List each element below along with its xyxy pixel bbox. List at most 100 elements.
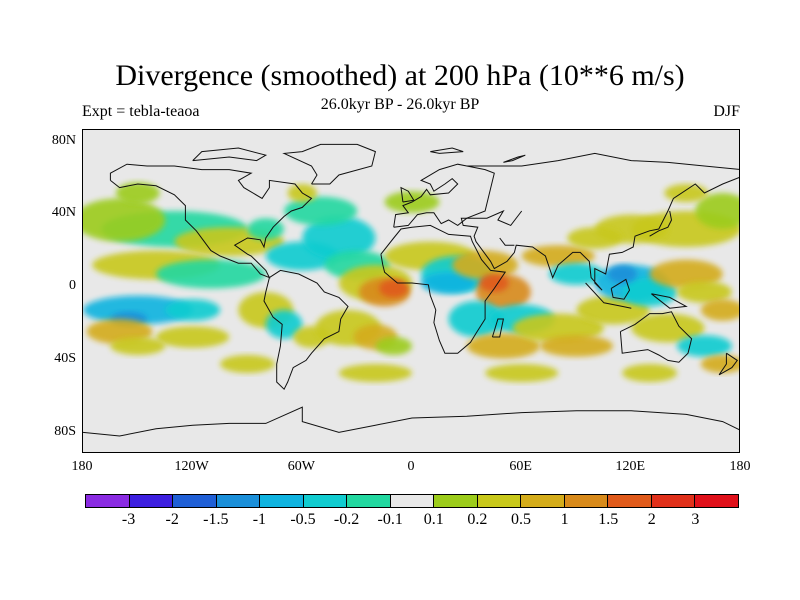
- divergence-contour-region: [284, 196, 358, 226]
- colorbar-swatch: [434, 495, 478, 507]
- divergence-contour-region: [607, 265, 637, 283]
- divergence-contour-region: [664, 184, 709, 202]
- y-tick-label: 80N: [51, 133, 76, 148]
- colorbar-swatch: [129, 495, 174, 507]
- colorbar-swatch: [347, 495, 391, 507]
- x-tick-label: 60E: [509, 459, 532, 474]
- divergence-contour-region: [115, 182, 160, 204]
- coastline: [400, 186, 415, 203]
- divergence-contour-region: [466, 333, 540, 359]
- coastline: [649, 210, 673, 237]
- colorbar-label: 1: [560, 511, 569, 528]
- plot-subtitle: 26.0kyr BP - 26.0kyr BP: [320, 96, 480, 113]
- divergence-contour-region: [521, 245, 595, 267]
- x-tick-label: 180: [729, 459, 751, 474]
- y-tick-label: 40S: [54, 351, 76, 366]
- x-tick-label: 180: [71, 459, 93, 474]
- colorbar-label: 0.1: [423, 511, 444, 528]
- coastline: [718, 352, 739, 376]
- colorbar-swatch: [651, 495, 696, 507]
- colorbar-swatch: [216, 495, 261, 507]
- colorbar-swatch: [477, 495, 522, 507]
- coastline: [282, 143, 376, 185]
- divergence-contour-region: [375, 337, 412, 355]
- divergence-contour-region: [156, 326, 230, 348]
- colorbar-swatch: [86, 495, 130, 507]
- colorbar-swatch: [695, 495, 738, 507]
- colorbar: [85, 494, 739, 508]
- colorbar-label: -2: [165, 511, 179, 528]
- divergence-contour-region: [302, 216, 376, 260]
- coastline: [460, 177, 739, 291]
- colorbar-label: -0.5: [290, 511, 316, 528]
- x-tick-label: 60W: [287, 459, 315, 474]
- colorbar-label: -1.5: [203, 511, 229, 528]
- coastline: [430, 147, 464, 154]
- coastline: [619, 311, 693, 363]
- colorbar-label: 0.2: [467, 511, 488, 528]
- divergence-contour-region: [677, 335, 732, 357]
- divergence-contour-region: [485, 364, 559, 382]
- divergence-contour-region: [695, 193, 739, 229]
- coastline: [585, 282, 632, 309]
- colorbar-label: 3: [691, 511, 700, 528]
- colorbar-swatch: [564, 495, 609, 507]
- divergence-contour-region: [265, 310, 303, 339]
- divergence-contour-region: [247, 218, 285, 240]
- divergence-contour-region: [83, 198, 166, 242]
- coastline: [263, 269, 349, 391]
- divergence-contour-region: [539, 335, 614, 357]
- divergence-contour-region: [700, 299, 739, 321]
- divergence-contour-region: [156, 259, 266, 289]
- colorbar-label: 0.5: [511, 511, 531, 528]
- coastline: [503, 154, 526, 163]
- y-tick-label: 40N: [51, 205, 76, 220]
- divergence-map: [83, 130, 739, 452]
- divergence-contour-region: [421, 272, 476, 294]
- y-tick-label: 80S: [54, 424, 76, 439]
- colorbar-swatch: [521, 495, 565, 507]
- x-tick-label: 0: [407, 459, 415, 474]
- coastline: [651, 293, 688, 309]
- divergence-contour-region: [576, 295, 650, 325]
- colorbar-swatch: [608, 495, 652, 507]
- divergence-contour-region: [338, 364, 412, 382]
- coastline: [83, 406, 739, 437]
- divergence-contour-region: [165, 299, 221, 321]
- divergence-contour-region: [448, 301, 504, 337]
- colorbar-label: -0.2: [333, 511, 360, 528]
- divergence-contour-region: [622, 364, 678, 382]
- divergence-contour-region: [110, 337, 166, 355]
- map-plot-area: [82, 129, 740, 453]
- divergence-contour-region: [379, 279, 409, 298]
- season-label: DJF: [713, 103, 740, 120]
- colorbar-label: 1.5: [598, 511, 619, 528]
- x-tick-label: 120E: [615, 459, 646, 474]
- colorbar-swatch: [390, 495, 435, 507]
- coastline: [491, 318, 505, 338]
- colorbar-swatch: [260, 495, 304, 507]
- divergence-contour-region: [220, 355, 275, 373]
- colorbar-swatch: [173, 495, 217, 507]
- colorbar-label: 2: [647, 511, 656, 528]
- coastline: [380, 224, 507, 354]
- y-tick-label: 0: [69, 278, 76, 293]
- experiment-label: Expt = tebla-teaoa: [82, 103, 200, 120]
- coastline: [499, 237, 515, 246]
- coastline: [466, 152, 739, 170]
- colorbar-label: -0.1: [377, 511, 403, 528]
- colorbar-label: -3: [121, 511, 136, 528]
- divergence-contour-region: [631, 313, 705, 343]
- divergence-contour-region: [567, 227, 623, 249]
- plot-title: Divergence (smoothed) at 200 hPa (10**6 …: [115, 59, 685, 92]
- coastline: [610, 278, 631, 300]
- colorbar-swatch: [303, 495, 348, 507]
- x-tick-label: 120W: [174, 459, 209, 474]
- coastline: [192, 147, 268, 162]
- divergence-contour-region: [512, 313, 604, 343]
- colorbar-label: -1: [252, 511, 267, 528]
- divergence-contour-region: [83, 295, 193, 325]
- coastline: [109, 163, 313, 279]
- divergence-contour-region: [677, 281, 732, 303]
- coastline: [393, 163, 495, 228]
